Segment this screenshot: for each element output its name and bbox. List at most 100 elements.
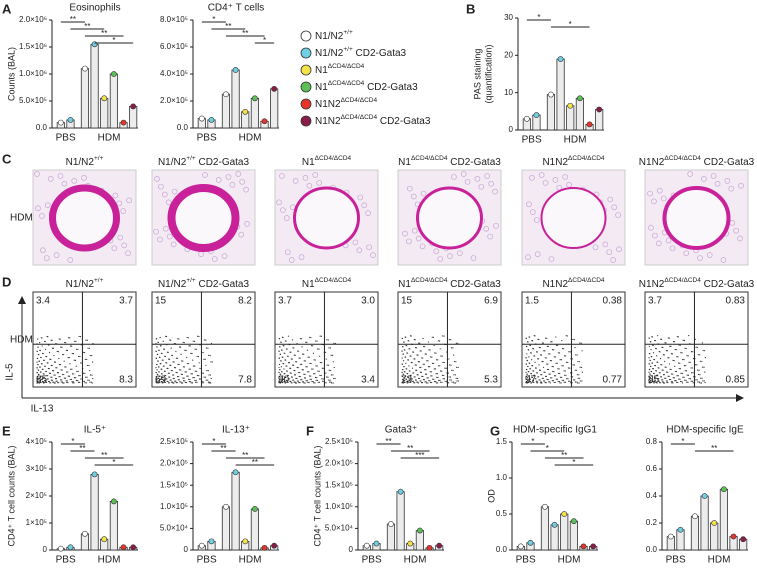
tissue-spot: [366, 244, 372, 251]
y-tick-label: 1×10⁵: [26, 518, 47, 527]
flow-event: [295, 382, 298, 384]
flow-event: [36, 380, 38, 382]
flow-event: [303, 353, 305, 355]
flow-event: [285, 365, 287, 367]
flow-event: [441, 355, 443, 357]
flow-event: [525, 375, 527, 377]
flow-event: [168, 376, 170, 378]
flow-event: [167, 372, 169, 374]
flow-event: [38, 360, 40, 362]
flow-event: [674, 348, 676, 351]
flow-event: [563, 348, 565, 350]
flow-event: [296, 361, 298, 363]
flow-event: [77, 379, 79, 382]
flow-event: [414, 364, 416, 366]
bar: [690, 515, 700, 551]
flow-event: [427, 366, 430, 368]
tissue-spot: [402, 230, 408, 237]
flow-event: [36, 376, 39, 378]
flow-event: [690, 380, 692, 382]
flow-event: [303, 373, 305, 375]
flow-event: [76, 348, 78, 350]
flow-event: [553, 349, 555, 351]
flow-event: [525, 337, 527, 339]
flow-event: [547, 363, 549, 365]
flow-event: [675, 370, 678, 373]
flow-event: [440, 355, 442, 357]
legend-swatch: [300, 30, 312, 42]
label-sup: ΔCD4/ΔCD4: [568, 155, 605, 162]
bar: [386, 523, 396, 551]
flow-event: [530, 372, 532, 375]
flow-event: [416, 381, 418, 383]
flow-event: [292, 364, 294, 366]
flow-event: [319, 355, 321, 357]
bar-dot: [110, 498, 117, 505]
flow-event: [441, 381, 443, 383]
flow-event: [567, 378, 569, 380]
flow-event: [544, 380, 546, 382]
flow-event: [77, 348, 79, 351]
flow-event: [279, 379, 281, 381]
flow-event: [526, 382, 528, 384]
flow-event: [159, 345, 162, 347]
flow-event: [648, 353, 651, 355]
tissue-spot: [165, 199, 172, 206]
flow-event: [177, 338, 179, 340]
flow-event: [86, 339, 88, 341]
flow-event: [60, 381, 62, 383]
flow-event: [298, 375, 300, 378]
airway: [293, 186, 360, 250]
tissue-spot: [470, 255, 477, 261]
flow-event: [422, 379, 425, 381]
flow-event: [157, 377, 159, 379]
flow-event: [674, 365, 676, 367]
tissue-spot: [283, 215, 290, 221]
flow-event: [156, 379, 158, 381]
flow-event: [550, 360, 553, 362]
flow-event: [37, 373, 40, 376]
label-sup: +/+: [186, 277, 196, 284]
flow-event: [75, 340, 77, 343]
flow-event: [701, 360, 703, 363]
flow-event: [558, 352, 561, 354]
flow-event: [409, 335, 412, 337]
flow-event: [209, 374, 212, 376]
bar: [221, 506, 231, 551]
flow-event: [51, 376, 53, 378]
flow-event: [184, 380, 186, 382]
flow-event: [555, 336, 557, 338]
flow-event: [448, 358, 450, 360]
flow-event: [158, 375, 161, 377]
flow-event: [314, 376, 317, 379]
flow-event: [55, 367, 57, 369]
tissue-spot: [154, 176, 160, 182]
tissue-spot: [125, 250, 131, 257]
flow-event: [425, 353, 427, 355]
flow-event: [406, 380, 408, 383]
label-suffix: CD2-Gata3: [447, 157, 501, 168]
bar-dot: [57, 545, 64, 552]
flow-event: [155, 350, 157, 352]
flow-event: [452, 381, 454, 383]
flow-event: [548, 381, 550, 383]
flow-event: [316, 365, 318, 367]
flow-event: [40, 378, 43, 380]
y-axis-label: (quantification): [483, 44, 493, 103]
flow-event: [567, 367, 570, 369]
tissue-spot: [488, 180, 494, 187]
flow-event: [321, 378, 323, 380]
tissue-spot: [710, 173, 717, 179]
quadrant-value: 69: [155, 375, 167, 386]
flow-event: [56, 367, 58, 369]
flow-event: [442, 335, 444, 337]
flow-event: [660, 338, 662, 340]
flow-event: [453, 382, 455, 384]
label-suffix: CD2-Gata3: [196, 279, 250, 290]
flow-event: [43, 359, 45, 361]
flow-event: [279, 382, 281, 384]
flow-event: [419, 371, 421, 373]
bar-dot: [91, 471, 98, 478]
flow-event: [425, 369, 427, 371]
flow-event: [306, 366, 308, 368]
